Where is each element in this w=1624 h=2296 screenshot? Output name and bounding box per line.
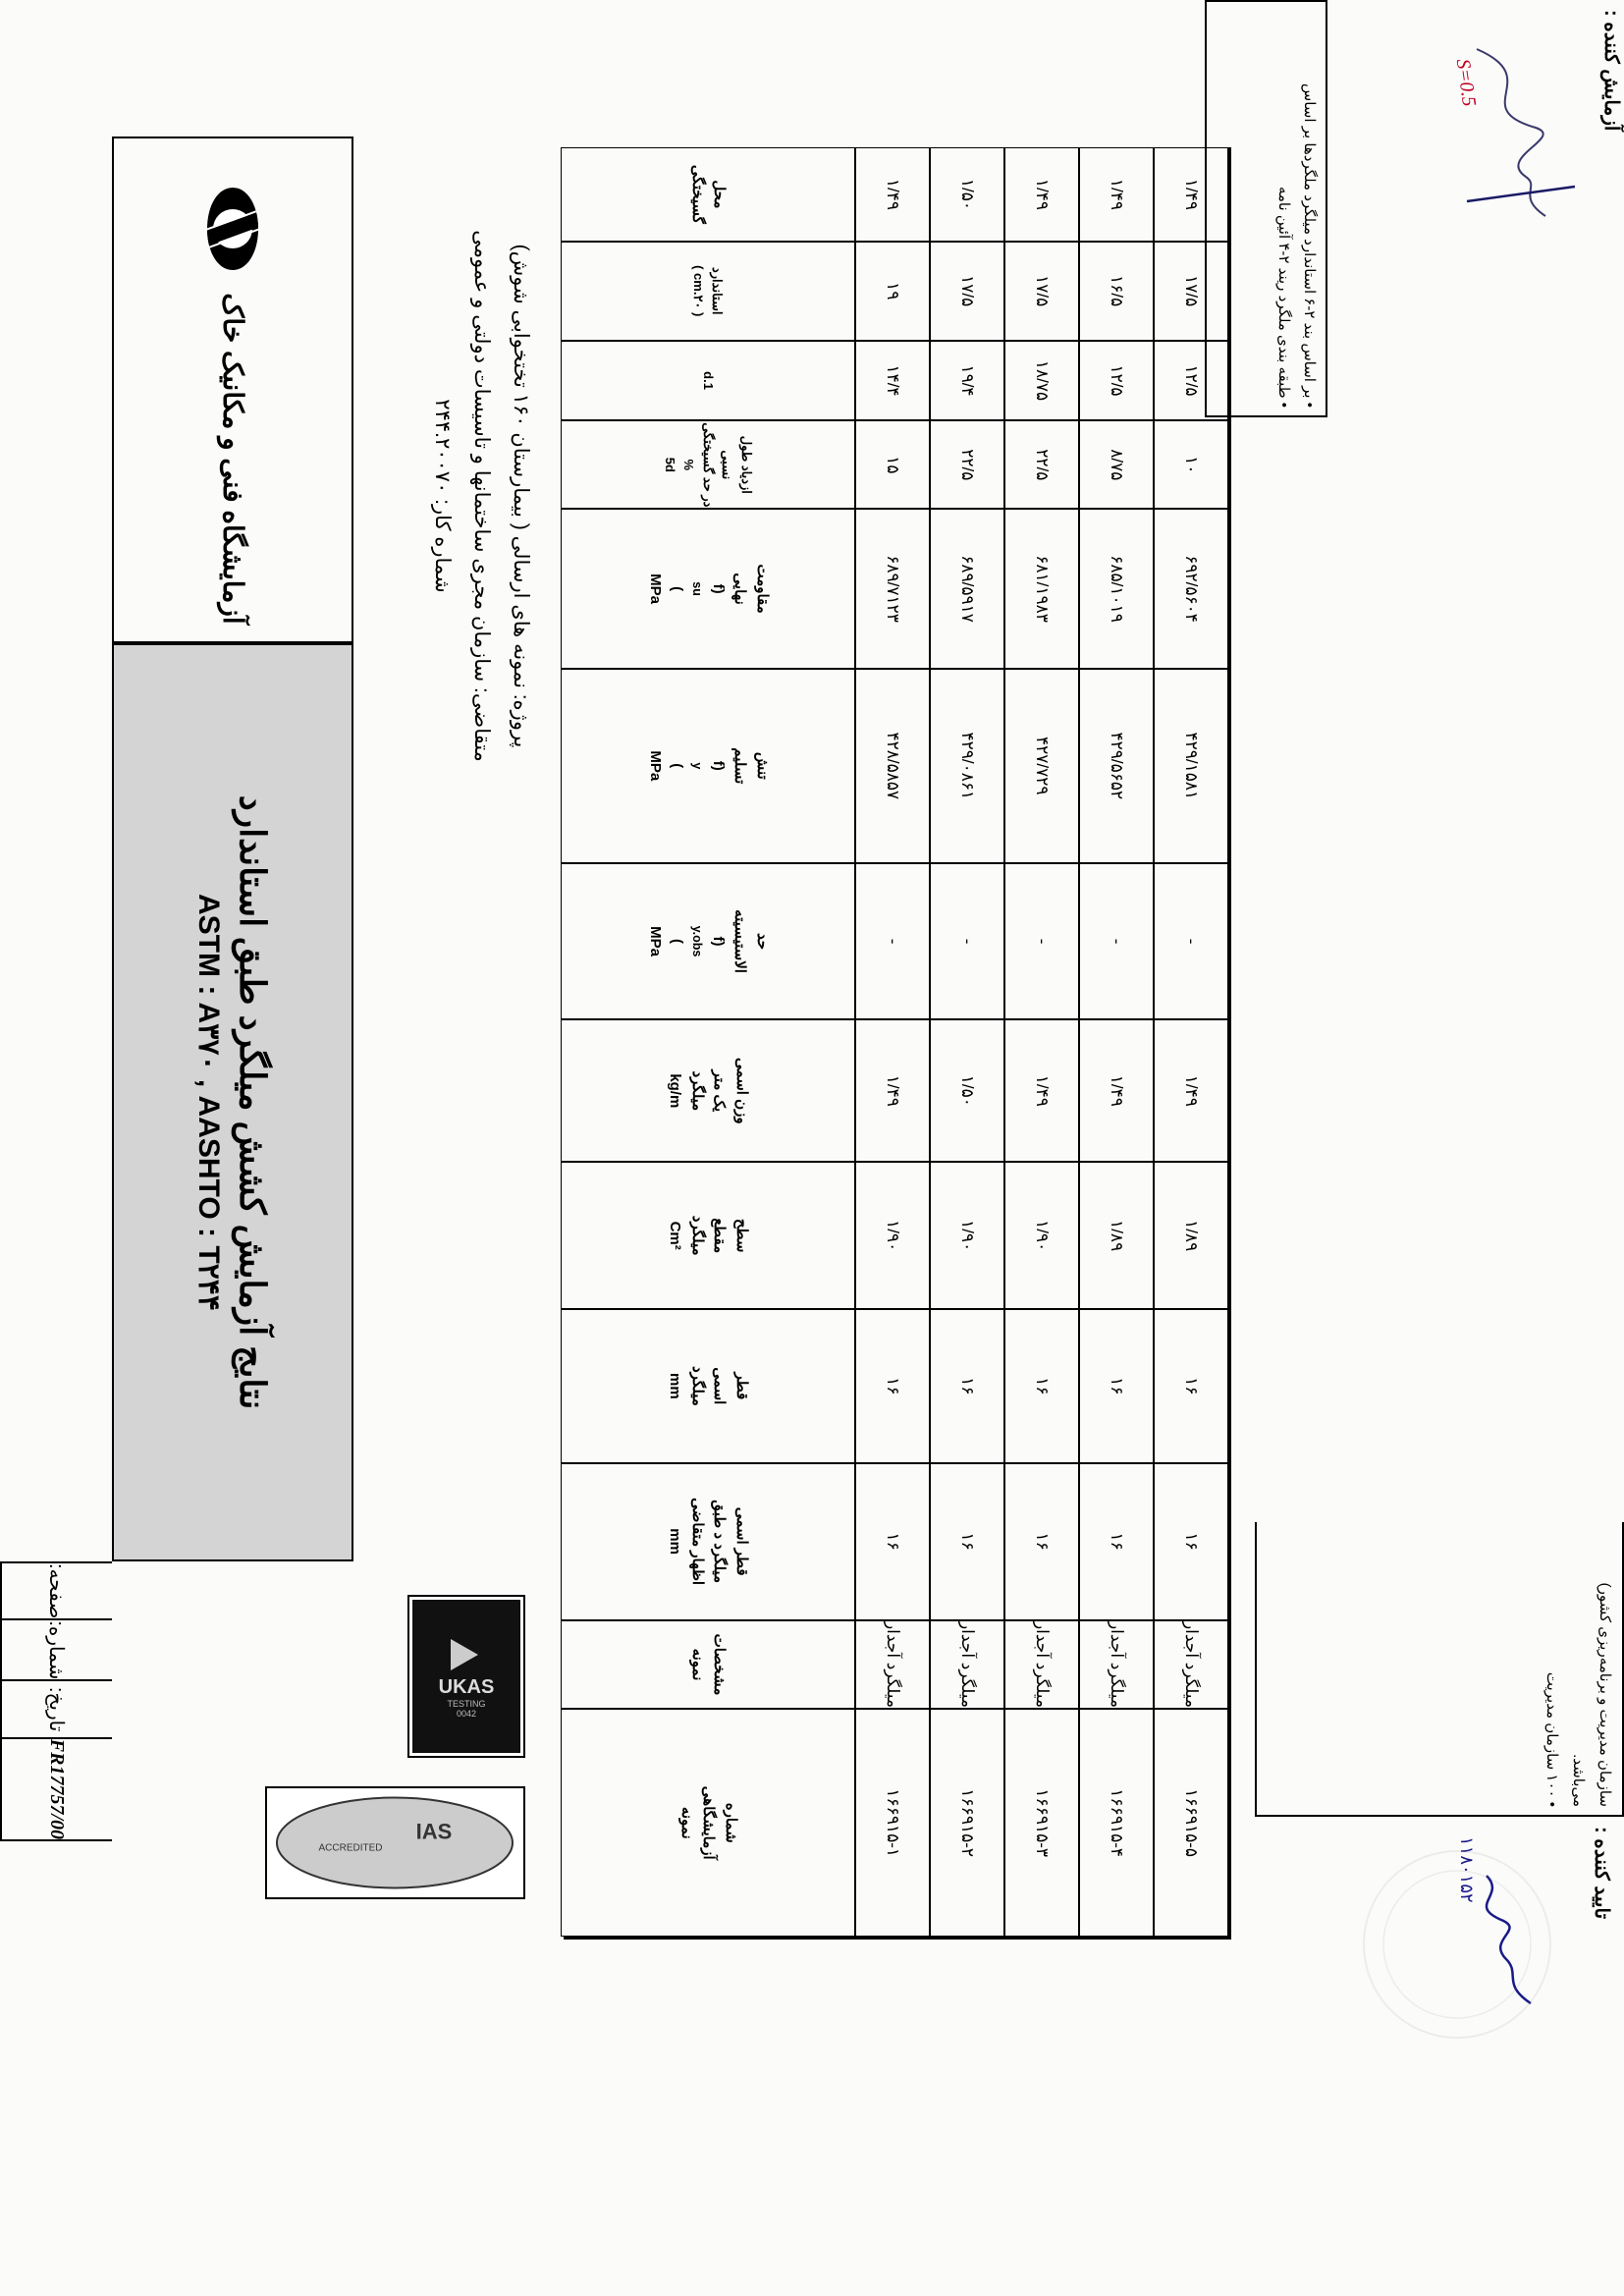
svg-text:IAS: IAS bbox=[416, 1819, 453, 1843]
svg-text:ACCREDITED: ACCREDITED bbox=[319, 1842, 383, 1853]
